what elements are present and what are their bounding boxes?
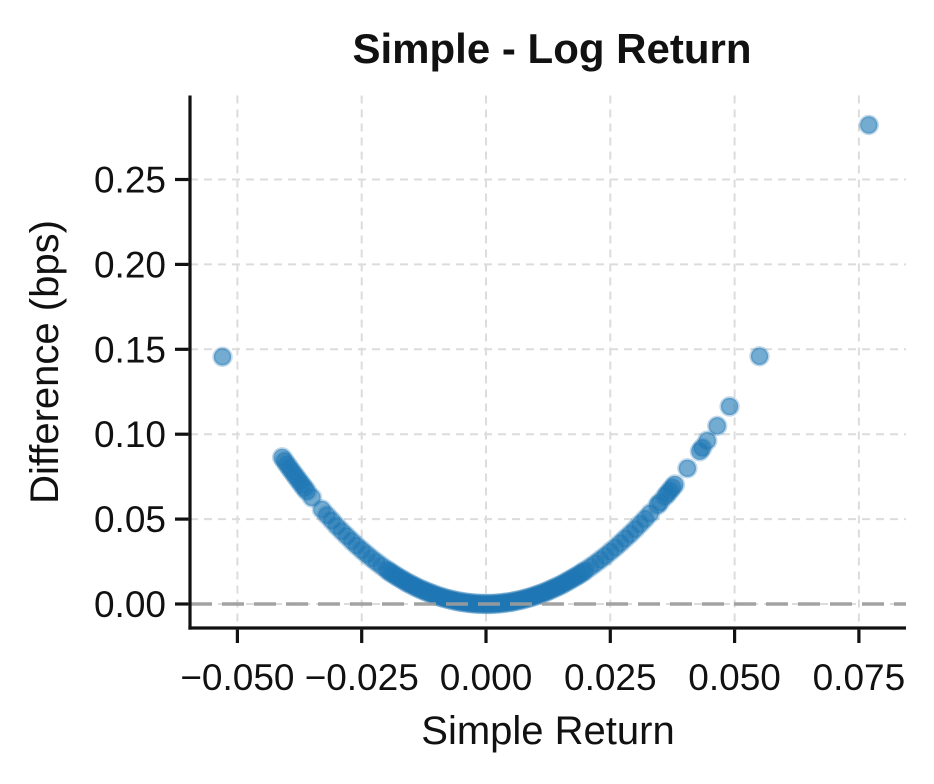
axes-spines-ticks: [175, 95, 906, 643]
y-tick-label: 0.10: [94, 414, 166, 455]
scatter-point: [212, 346, 233, 367]
y-tick-label: 0.05: [94, 499, 166, 540]
x-tick-label: 0.025: [564, 657, 657, 698]
scatter-points: [212, 114, 880, 615]
x-tick-label: 0.050: [688, 657, 781, 698]
gridlines: [190, 95, 906, 628]
y-tick-label: 0.00: [94, 584, 166, 625]
scatter-point: [707, 415, 728, 437]
scatter-point: [677, 458, 698, 479]
scatter-point: [664, 474, 686, 495]
scatter-point: [719, 396, 740, 417]
scatter-point: [858, 114, 880, 136]
chart-title: Simple - Log Return: [353, 25, 752, 72]
x-tick-label: −0.050: [180, 657, 294, 698]
y-axis-label: Difference (bps): [23, 220, 67, 504]
tick-labels: −0.050 −0.025 0.000 0.025 0.050 0.075 0.00 0.05…: [94, 160, 905, 699]
scatter-point: [749, 346, 770, 367]
y-tick-label: 0.20: [94, 244, 166, 285]
scatter-point: [697, 430, 718, 451]
x-axis-label: Simple Return: [421, 709, 674, 753]
y-tick-label: 0.25: [94, 160, 166, 201]
scatter-point: [301, 487, 323, 508]
x-tick-label: −0.025: [305, 657, 419, 698]
x-tick-label: 0.000: [440, 657, 533, 698]
x-tick-label: 0.075: [813, 657, 906, 698]
y-tick-label: 0.15: [94, 329, 166, 370]
